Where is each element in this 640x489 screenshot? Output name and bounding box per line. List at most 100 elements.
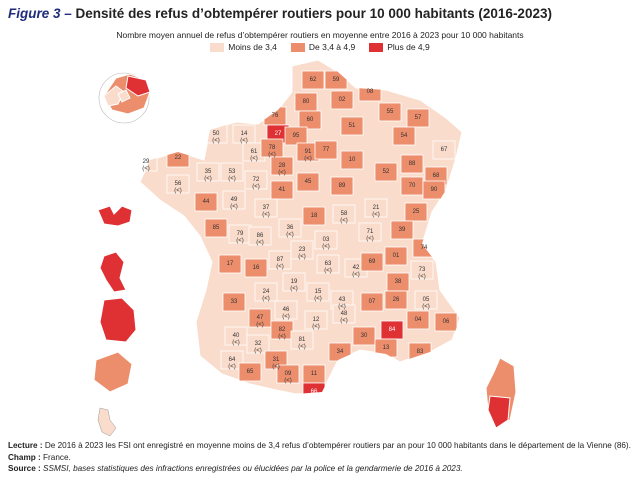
department-mark-28: (<) (278, 170, 286, 176)
note-source-text: SSMSI, bases statistiques des infraction… (43, 464, 463, 473)
department-mark-87: (<) (276, 264, 284, 270)
department-33 (222, 292, 246, 312)
department-label-95: 95 (293, 133, 300, 139)
department-54 (392, 126, 416, 146)
department-41 (270, 180, 294, 200)
department-73 (410, 260, 434, 280)
department-label-15: 15 (315, 289, 322, 295)
department-30 (352, 326, 376, 346)
department-mark-21: (<) (372, 212, 380, 218)
department-label-36: 36 (287, 225, 294, 231)
department-label-44: 44 (203, 199, 210, 205)
note-champ-text: France. (43, 452, 71, 462)
department-label-27: 27 (275, 131, 282, 137)
department-label-43: 43 (339, 297, 346, 303)
department-label-76: 76 (272, 113, 279, 119)
map-subtitle: Nombre moyen annuel de refus d’obtempére… (116, 30, 524, 40)
department-label-24: 24 (263, 289, 270, 295)
department-90 (422, 180, 446, 200)
department-36 (278, 218, 302, 238)
department-label-68: 68 (433, 173, 440, 179)
department-label-34: 34 (337, 349, 344, 355)
department-label-39: 39 (399, 227, 406, 233)
department-03 (314, 230, 338, 250)
department-label-02: 02 (339, 97, 346, 103)
department-mark-79: (<) (236, 238, 244, 244)
department-label-83: 83 (417, 349, 424, 355)
department-label-74: 74 (421, 245, 428, 251)
department-mark-82: (<) (278, 334, 286, 340)
department-label-38: 38 (395, 279, 402, 285)
mayotte-outline (97, 407, 117, 437)
note-lecture-label: Lecture : (8, 441, 43, 450)
department-mark-49: (<) (230, 204, 238, 210)
department-label-87: 87 (277, 257, 284, 263)
department-mark-23: (<) (298, 254, 306, 260)
department-89 (330, 176, 354, 196)
department-label-47: 47 (257, 315, 264, 321)
department-51 (340, 116, 364, 136)
department-mark-12: (<) (312, 324, 320, 330)
department-53 (220, 162, 244, 182)
department-label-01: 01 (393, 253, 400, 259)
department-35 (196, 162, 220, 182)
department-65 (238, 362, 262, 382)
department-25 (404, 202, 428, 222)
department-label-54: 54 (401, 133, 408, 139)
department-label-89: 89 (339, 183, 346, 189)
department-label-22: 22 (175, 155, 182, 161)
reunion-outline (93, 351, 133, 393)
department-label-12: 12 (313, 317, 320, 323)
department-label-09: 09 (285, 371, 292, 377)
department-label-04: 04 (415, 317, 422, 323)
department-67 (432, 140, 456, 160)
figure-notes: Lecture : De 2016 à 2023 les FSI ont enr… (8, 440, 636, 475)
department-mark-31: (<) (272, 364, 280, 370)
department-26 (384, 290, 408, 310)
department-label-55: 55 (387, 109, 394, 115)
department-10 (340, 150, 364, 170)
legend-item-mid: De 3,4 à 4,9 (290, 42, 355, 52)
department-mark-47: (<) (256, 322, 264, 328)
department-16 (244, 258, 268, 278)
department-01 (384, 246, 408, 266)
department-label-84: 84 (389, 327, 396, 333)
note-lecture-text: De 2016 à 2023 les FSI ont enregistré en… (44, 441, 631, 450)
legend-swatch-mid (290, 42, 305, 52)
department-label-41: 41 (279, 187, 286, 193)
department-37 (254, 198, 278, 218)
department-label-82: 82 (279, 327, 286, 333)
department-label-10: 10 (349, 157, 356, 163)
department-69 (360, 252, 384, 272)
corsica-2a (487, 395, 511, 429)
legend-label-low: Moins de 3,4 (228, 42, 277, 52)
department-label-64: 64 (229, 357, 236, 363)
department-label-33: 33 (231, 299, 238, 305)
department-60 (298, 110, 322, 130)
department-mark-53: (<) (228, 176, 236, 182)
department-19 (282, 272, 306, 292)
department-mark-29: (<) (142, 166, 150, 172)
department-81 (290, 330, 314, 350)
note-source: Source : SSMSI, bases statistiques des i… (8, 463, 636, 475)
department-mark-56: (<) (174, 188, 182, 194)
department-49 (222, 190, 246, 210)
martinique-outline (99, 251, 127, 293)
note-lecture: Lecture : De 2016 à 2023 les FSI ont enr… (8, 440, 636, 452)
department-mark-32: (<) (254, 348, 262, 354)
department-56 (166, 174, 190, 194)
department-label-07: 07 (369, 299, 376, 305)
department-label-86: 86 (257, 233, 264, 239)
department-label-79: 79 (237, 231, 244, 237)
department-label-37: 37 (263, 205, 270, 211)
department-mark-72: (<) (252, 184, 260, 190)
department-label-81: 81 (299, 337, 306, 343)
department-label-66: 66 (311, 389, 318, 395)
department-mark-58: (<) (340, 218, 348, 224)
department-label-05: 05 (423, 297, 430, 303)
department-58 (332, 204, 356, 224)
department-05 (414, 290, 438, 310)
department-label-78: 78 (269, 145, 276, 151)
department-label-59: 59 (333, 77, 340, 83)
department-21 (364, 198, 388, 218)
